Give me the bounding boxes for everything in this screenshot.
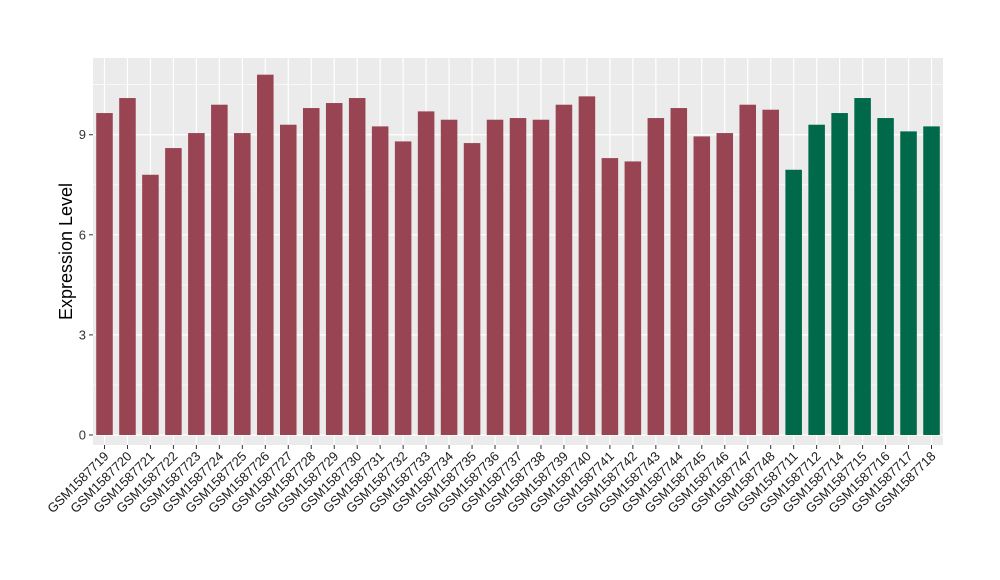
- y-axis: 0 3 6 9: [79, 127, 93, 442]
- y-tick-label: 3: [79, 327, 86, 342]
- bar: [165, 148, 182, 435]
- bar: [555, 104, 573, 435]
- y-tick-label: 0: [79, 427, 86, 442]
- bar: [486, 119, 504, 435]
- bar: [119, 98, 136, 435]
- bar: [257, 74, 274, 435]
- bar: [670, 108, 688, 435]
- bar: [647, 118, 665, 435]
- bar: [877, 118, 894, 435]
- y-axis-title: Expression Level: [56, 183, 76, 320]
- bar: [762, 109, 779, 435]
- bar: [394, 141, 412, 435]
- bars: [96, 74, 940, 435]
- bar: [900, 131, 917, 435]
- bar: [624, 161, 642, 435]
- bar: [96, 113, 113, 435]
- bar: [716, 133, 734, 435]
- bar: [417, 111, 435, 435]
- bar: [280, 124, 297, 435]
- y-tick-label: 6: [79, 227, 86, 242]
- bar: [302, 108, 320, 435]
- bar: [923, 126, 940, 435]
- bar: [325, 103, 343, 435]
- bar: [739, 104, 756, 435]
- bar: [211, 104, 228, 435]
- y-tick-label: 9: [79, 127, 86, 142]
- bar: [808, 124, 825, 435]
- x-axis: GSM1587719GSM1587720GSM1587721GSM1587722…: [44, 445, 939, 516]
- bar: [785, 169, 802, 435]
- bar: [440, 119, 458, 435]
- bar: [371, 126, 389, 435]
- bar: [601, 158, 619, 435]
- bar: [693, 136, 711, 435]
- bar: [188, 133, 205, 435]
- bar: [348, 98, 366, 435]
- bar: [578, 96, 596, 435]
- bar: [234, 133, 251, 435]
- bar: [854, 98, 871, 435]
- bar: [142, 174, 159, 435]
- bar: [831, 113, 848, 435]
- bar: [532, 119, 550, 435]
- bar: [509, 118, 527, 435]
- bar: [463, 143, 481, 435]
